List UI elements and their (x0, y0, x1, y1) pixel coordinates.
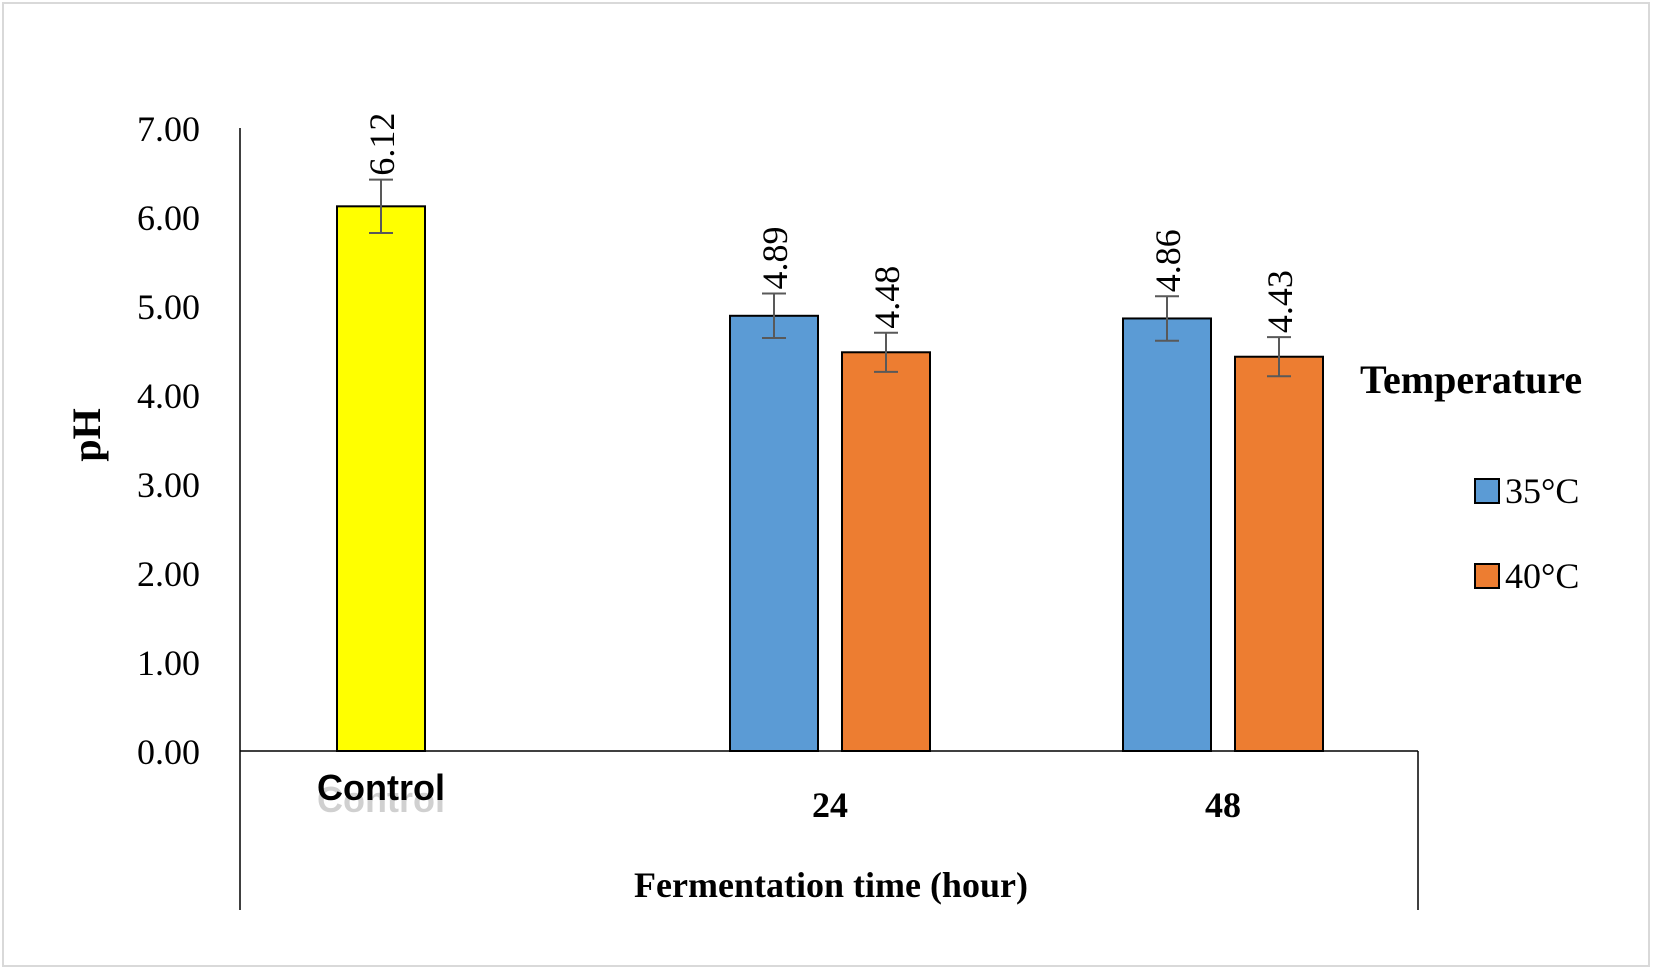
legend-label: 40°C (1505, 556, 1579, 596)
error-bar (1267, 336, 1291, 378)
bar-24h-35degC (729, 314, 819, 752)
y-tick-label: 1.00 (137, 643, 200, 683)
x-tick-label: Control (317, 767, 445, 808)
data-label: 6.12 (362, 113, 402, 176)
y-tick-label: 5.00 (137, 287, 200, 327)
legend: Temperature 35°C 40°C (1360, 357, 1582, 596)
data-label: 4.48 (867, 266, 907, 329)
legend-label: 35°C (1505, 471, 1579, 511)
legend-swatch (1474, 563, 1500, 589)
x-tick-label: 24 (812, 785, 848, 825)
x-tick-label-reflection: Control (317, 779, 445, 820)
error-bar (762, 292, 786, 340)
legend-item: 40°C (1474, 556, 1579, 596)
bar-48h-40degC (1234, 355, 1324, 752)
x-tick-label: 48 (1205, 785, 1241, 825)
y-tick-label: 3.00 (137, 465, 200, 505)
y-tick-label: 0.00 (137, 732, 200, 772)
y-tick-label: 6.00 (137, 198, 200, 238)
x-axis-label: Fermentation time (hour) (634, 865, 1028, 905)
bar-control (336, 205, 426, 752)
y-tick-labels: 0.00 1.00 2.00 3.00 4.00 5.00 6.00 7.00 (137, 109, 200, 772)
axes (239, 128, 1419, 910)
legend-swatch (1474, 478, 1500, 504)
legend-item: 35°C (1474, 471, 1579, 511)
bars (336, 205, 1324, 752)
error-bars (369, 178, 1291, 378)
data-label: 4.89 (755, 227, 795, 290)
y-tick-label: 7.00 (137, 109, 200, 149)
y-axis-label: pH (64, 408, 109, 461)
error-bar (874, 331, 898, 373)
value-labels: 6.12 4.89 4.86 4.48 4.43 (362, 113, 1300, 334)
y-tick-label: 2.00 (137, 554, 200, 594)
error-bar (369, 178, 393, 235)
bar-48h-35degC (1122, 317, 1212, 752)
y-tick-label: 4.00 (137, 376, 200, 416)
data-label: 4.86 (1148, 229, 1188, 292)
legend-title: Temperature (1360, 357, 1582, 402)
error-bar (1155, 295, 1179, 342)
data-label: 4.43 (1260, 270, 1300, 333)
bar-24h-40degC (841, 351, 931, 752)
